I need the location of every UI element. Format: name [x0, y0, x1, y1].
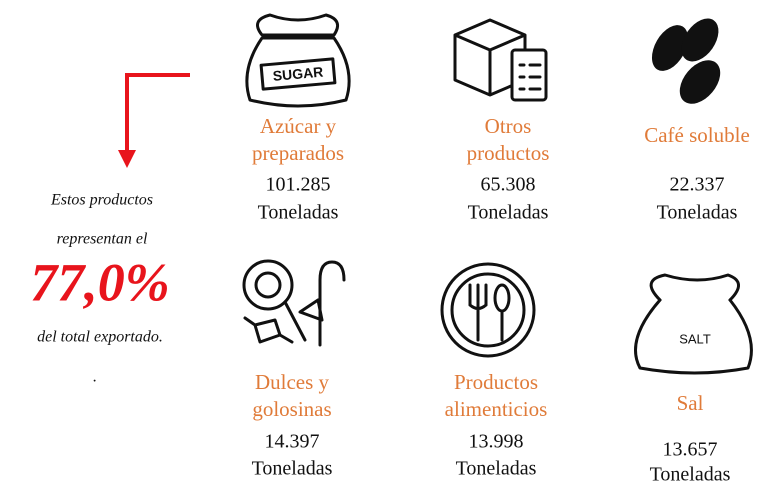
plate-icon — [440, 262, 536, 358]
product-name: Azúcar y — [260, 114, 337, 138]
product-name: alimenticios — [445, 397, 548, 421]
summary-line: representan el — [57, 231, 148, 248]
svg-text:SALT: SALT — [679, 331, 711, 346]
candy-icon — [242, 259, 346, 347]
arrow — [118, 73, 190, 168]
product-name: Productos — [454, 370, 538, 394]
product-name: golosinas — [252, 397, 331, 421]
product-name: productos — [467, 141, 550, 165]
product-value: 14.397 — [265, 431, 320, 453]
summary-dot: . — [93, 369, 97, 386]
box-icon — [453, 18, 548, 102]
product-name: Otros — [485, 114, 532, 138]
product-value: 13.998 — [469, 431, 524, 453]
product-value: 65.308 — [481, 174, 536, 196]
product-unit: Toneladas — [468, 202, 549, 224]
product-unit: Toneladas — [258, 202, 339, 224]
product-name: Café soluble — [644, 123, 750, 147]
product-value: 13.657 — [663, 439, 718, 461]
salt-icon: SALT — [634, 273, 753, 375]
product-name: Dulces y — [255, 370, 330, 394]
product-unit: Toneladas — [252, 458, 333, 480]
sugar-icon: SUGAR — [245, 13, 351, 108]
product-unit: Toneladas — [650, 464, 731, 486]
svg-text:SUGAR: SUGAR — [272, 64, 324, 84]
product-value: 101.285 — [266, 174, 331, 196]
product-unit: Toneladas — [657, 202, 738, 224]
product-value: 22.337 — [670, 174, 725, 196]
summary-line: Estos productos — [50, 192, 153, 209]
product-name: preparados — [252, 141, 344, 165]
product-name: Sal — [677, 391, 704, 415]
coffee-icon — [651, 18, 721, 104]
product-unit: Toneladas — [456, 458, 537, 480]
summary-tail: del total exportado. — [37, 329, 163, 346]
share: 77,0% — [30, 252, 169, 312]
